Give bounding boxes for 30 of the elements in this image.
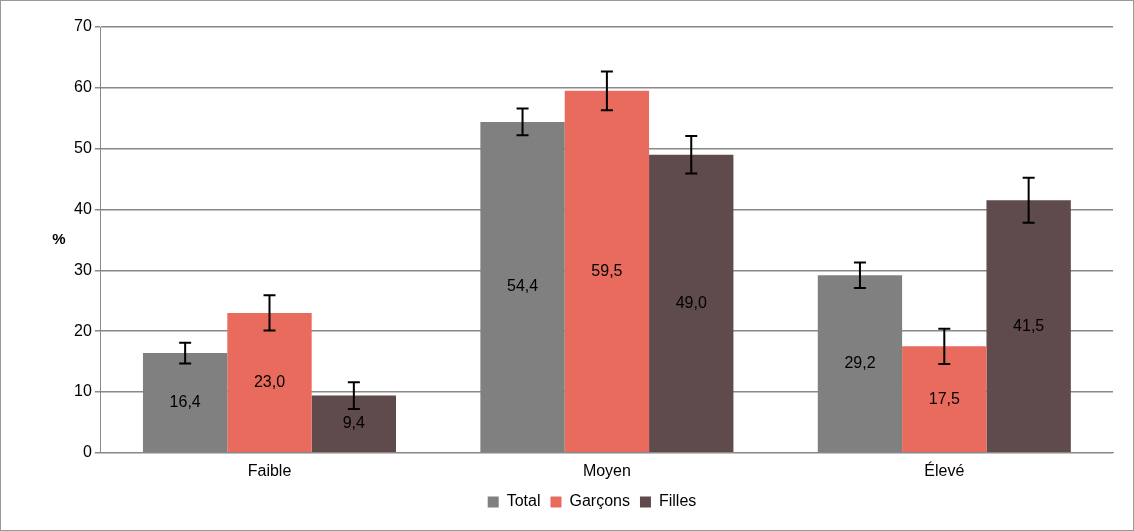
bar — [311, 395, 397, 453]
data-label: 41,5 — [1013, 316, 1045, 334]
y-tick-label: 60 — [74, 78, 92, 96]
bar — [902, 346, 987, 453]
data-label: 49,0 — [675, 293, 707, 311]
x-tick-label: Faible — [247, 461, 292, 479]
data-label: 9,4 — [342, 414, 366, 432]
data-label: 16,4 — [169, 392, 201, 410]
bar — [564, 90, 650, 453]
y-tick-label: 50 — [74, 139, 92, 157]
data-label: 59,5 — [591, 261, 623, 279]
y-tick-label: 20 — [74, 321, 92, 339]
legend-label: Total — [506, 492, 541, 510]
bar — [227, 312, 312, 453]
bar — [649, 154, 734, 453]
y-tick-label: 40 — [74, 199, 92, 217]
legend-label: Filles — [658, 492, 697, 510]
y-axis-title: % — [52, 230, 66, 248]
data-label: 23,0 — [253, 372, 286, 390]
y-tick-label: 30 — [74, 260, 92, 278]
legend-label: Garçons — [569, 492, 630, 510]
x-tick-label: Élevé — [924, 460, 965, 479]
y-tick-label: 10 — [74, 382, 92, 400]
data-label: 29,2 — [844, 354, 876, 372]
bar — [986, 200, 1071, 453]
x-tick-label: Moyen — [582, 461, 631, 479]
y-tick-label: 70 — [74, 17, 92, 35]
y-tick-label: 0 — [82, 443, 92, 461]
data-label: 54,4 — [506, 277, 539, 295]
data-label: 17,5 — [928, 389, 960, 407]
